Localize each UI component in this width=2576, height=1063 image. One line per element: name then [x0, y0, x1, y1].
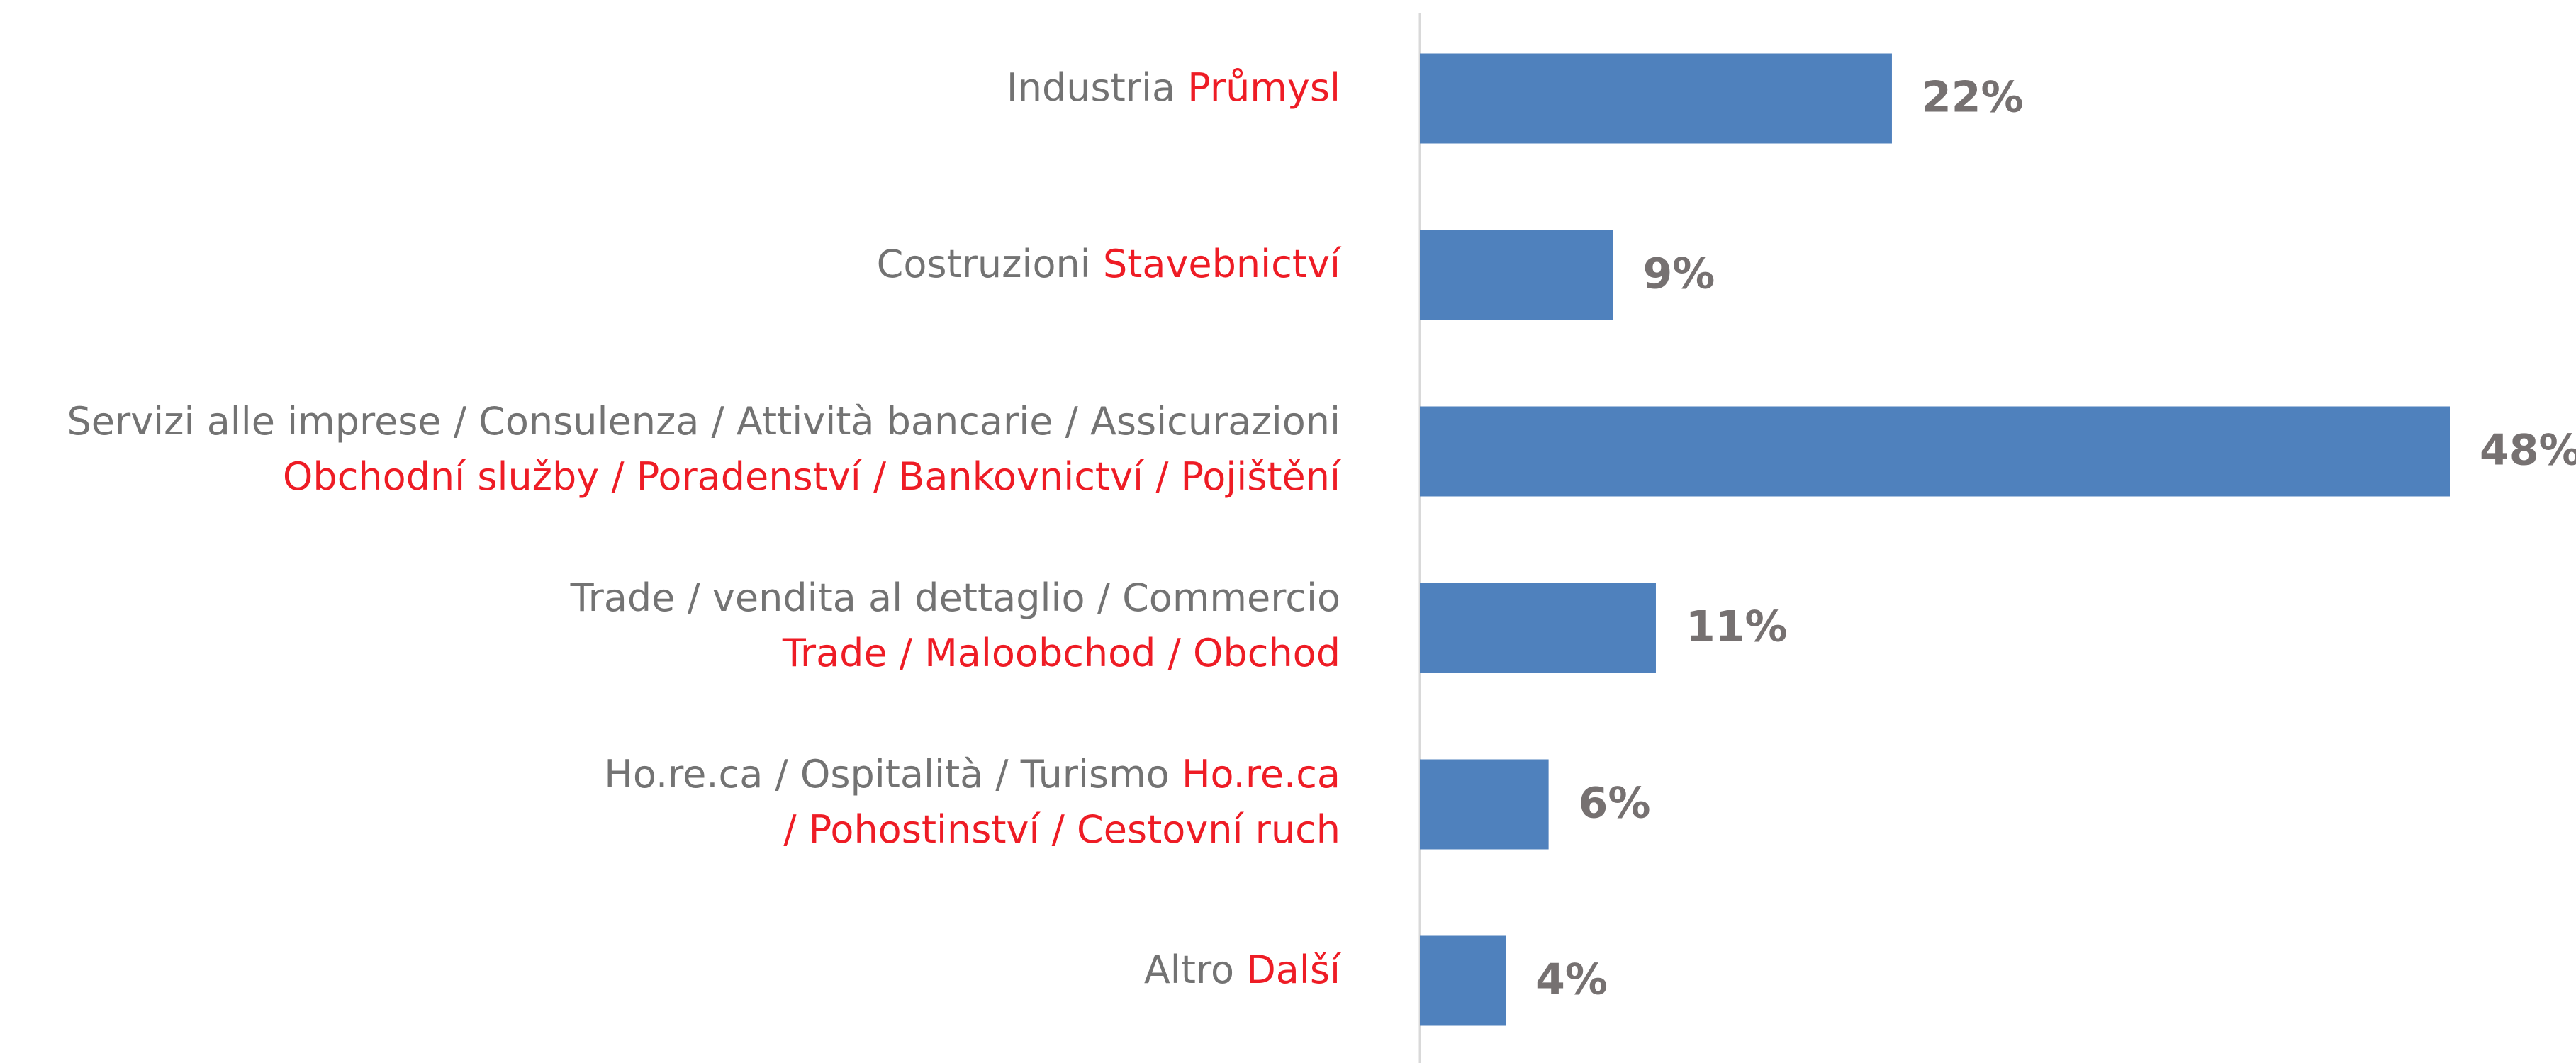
category-label: Costruzioni Stavebnictví — [877, 242, 1342, 286]
bar — [1420, 230, 1613, 320]
label-czech: Průmysl — [1187, 65, 1340, 110]
label-italian: Servizi alle imprese / Consulenza / Atti… — [67, 399, 1340, 444]
label-italian: Industria — [1007, 65, 1175, 110]
bar — [1420, 935, 1506, 1026]
label-czech: Další — [1246, 947, 1342, 992]
label-italian: Trade / vendita al dettaglio / Commercio — [570, 575, 1340, 620]
bar — [1420, 759, 1549, 850]
bar — [1420, 406, 2450, 497]
value-label: 4% — [1535, 955, 1608, 1005]
bar — [1420, 583, 1656, 673]
value-label: 9% — [1642, 249, 1715, 299]
category-label: Altro Další — [1144, 947, 1342, 992]
label-czech: Stavebnictví — [1103, 242, 1342, 286]
label-czech: Trade / Maloobchod / Obchod — [782, 631, 1340, 675]
value-label: 22% — [1922, 73, 2024, 123]
label-czech: / Pohostinství / Cestovní ruch — [783, 807, 1340, 852]
value-label: 48% — [2480, 426, 2576, 476]
value-label: 11% — [1686, 602, 1788, 652]
category-label: Trade / vendita al dettaglio / Commercio — [570, 575, 1340, 620]
label-italian: Altro — [1144, 947, 1234, 992]
value-label: 6% — [1579, 779, 1651, 828]
category-label: Industria Průmysl — [1007, 65, 1340, 110]
label-czech: Ho.re.ca — [1182, 752, 1340, 797]
bar — [1420, 53, 1892, 144]
label-italian: Ho.re.ca / Ospitalità / Turismo — [604, 752, 1170, 797]
label-italian: Costruzioni — [877, 242, 1091, 286]
category-label: Trade / Maloobchod / Obchod — [782, 631, 1340, 675]
category-label: / Pohostinství / Cestovní ruch — [783, 807, 1340, 852]
category-label: Ho.re.ca / Ospitalità / Turismo Ho.re.ca — [604, 752, 1340, 797]
category-label: Servizi alle imprese / Consulenza / Atti… — [67, 399, 1340, 444]
category-label: Obchodní služby / Poradenství / Bankovni… — [283, 454, 1342, 499]
label-czech: Obchodní služby / Poradenství / Bankovni… — [283, 454, 1342, 499]
